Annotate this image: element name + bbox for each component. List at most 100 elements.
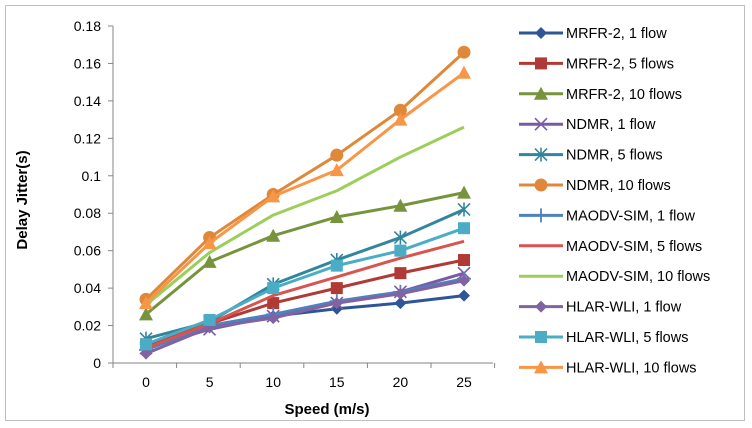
series-5 (139, 45, 471, 306)
legend-item: HLAR-WLI, 10 flows (519, 360, 697, 376)
legend-item: HLAR-WLI, 5 flows (519, 330, 688, 346)
legend-item: MAODV-SIM, 1 flow (519, 208, 695, 224)
legend-marker (534, 178, 548, 192)
data-point (267, 282, 280, 295)
legend-label: MAODV-SIM, 10 flows (566, 269, 710, 285)
data-point (202, 254, 217, 268)
y-tick-label: 0.04 (74, 280, 101, 296)
legend-label: NDMR, 1 flow (566, 117, 656, 133)
legend-label: MAODV-SIM, 5 flows (566, 239, 702, 255)
series-line (145, 226, 465, 346)
data-point (393, 103, 407, 117)
legend-marker (534, 86, 548, 100)
data-point (457, 65, 471, 79)
y-tick-label: 0.12 (74, 130, 101, 146)
data-point (329, 209, 344, 223)
legend-label: HLAR-WLI, 5 flows (566, 330, 688, 346)
x-tick-label: 0 (142, 374, 150, 390)
data-point (330, 148, 344, 162)
legend-item: NDMR, 5 flows (519, 147, 663, 164)
legend-item: HLAR-WLI, 1 flow (519, 300, 682, 316)
legend-label: NDMR, 10 flows (566, 178, 671, 194)
data-point (202, 236, 217, 250)
series-11 (139, 65, 471, 310)
legend-item: MRFR-2, 10 flows (519, 86, 682, 103)
series-10 (140, 222, 470, 351)
data-point (203, 313, 216, 326)
data-point (394, 267, 407, 280)
y-tick-label: 0.14 (74, 93, 101, 109)
legend-marker (534, 360, 548, 374)
legend-item: NDMR, 10 flows (519, 178, 671, 194)
legend-item: MAODV-SIM, 5 flows (519, 239, 702, 255)
data-point (457, 202, 471, 217)
data-point (330, 297, 343, 310)
y-axis-title: Delay Jitter(s) (14, 150, 31, 249)
legend: MRFR-2, 1 flow MRFR-2, 5 flows MRFR-2, 10 … (519, 26, 710, 376)
data-point (266, 189, 281, 203)
marker-stroke (534, 117, 548, 131)
x-tick-label: 20 (393, 374, 409, 390)
data-point (394, 297, 407, 310)
legend-label: HLAR-WLI, 10 flows (566, 360, 697, 376)
legend-marker (534, 208, 548, 223)
data-point (457, 185, 471, 199)
x-tick-label: 15 (329, 374, 345, 390)
series-line (145, 277, 465, 352)
legend-label: NDMR, 5 flows (566, 148, 663, 164)
data-point (393, 230, 407, 245)
data-point (394, 287, 407, 300)
data-point (393, 198, 408, 212)
data-point (393, 112, 408, 126)
legend-marker (535, 331, 547, 343)
legend-item: MRFR-2, 5 flows (519, 56, 674, 72)
data-point (329, 163, 344, 177)
data-point (139, 307, 153, 321)
legend-label: HLAR-WLI, 1 flow (566, 300, 682, 316)
series-7 (145, 239, 465, 350)
legend-marker (534, 147, 548, 162)
series-4 (139, 202, 471, 346)
y-tick-label: 0.02 (74, 318, 101, 334)
legend-label: MAODV-SIM, 1 flow (566, 208, 695, 224)
data-point (458, 254, 470, 267)
data-point (139, 296, 153, 310)
y-tick-label: 0.08 (74, 205, 101, 221)
data-point (330, 259, 343, 272)
data-point (394, 244, 407, 257)
series-2 (139, 185, 471, 321)
y-tick-label: 0.1 (82, 168, 102, 184)
legend-item: MRFR-2, 1 flow (519, 26, 667, 42)
y-tick-label: 0 (93, 355, 101, 371)
legend-marker (535, 57, 547, 70)
y-tick-label: 0.06 (74, 243, 101, 259)
series-0 (140, 289, 470, 353)
data-point (266, 228, 281, 242)
data-point (140, 347, 152, 360)
series-line (144, 71, 465, 305)
legend-item: NDMR, 1 flow (519, 117, 656, 133)
series-line (145, 294, 465, 348)
data-point (330, 282, 343, 295)
series-line (145, 279, 465, 356)
x-tick-label: 5 (206, 374, 214, 390)
legend-marker (534, 117, 548, 131)
legend-label: MRFR-2, 5 flows (566, 56, 674, 72)
series-line (145, 191, 465, 316)
plot-area: 0 0.02 0.04 0.06 0.08 0.1 0.12 0.14 0.16 0.18 0 5 10… (74, 18, 496, 390)
data-point (458, 289, 470, 302)
y-tick-label: 0.18 (74, 18, 101, 34)
legend-marker (535, 27, 547, 39)
series-8 (145, 125, 465, 307)
series-9 (140, 274, 470, 360)
y-tick-label: 0.16 (74, 55, 101, 71)
data-point (458, 274, 470, 287)
legend-label: MRFR-2, 10 flows (566, 87, 682, 103)
data-point (457, 45, 471, 59)
x-tick-label: 25 (456, 374, 472, 390)
series-line (145, 125, 465, 307)
series-line (144, 51, 466, 301)
chart-frame (5, 5, 745, 421)
data-point (267, 297, 280, 310)
